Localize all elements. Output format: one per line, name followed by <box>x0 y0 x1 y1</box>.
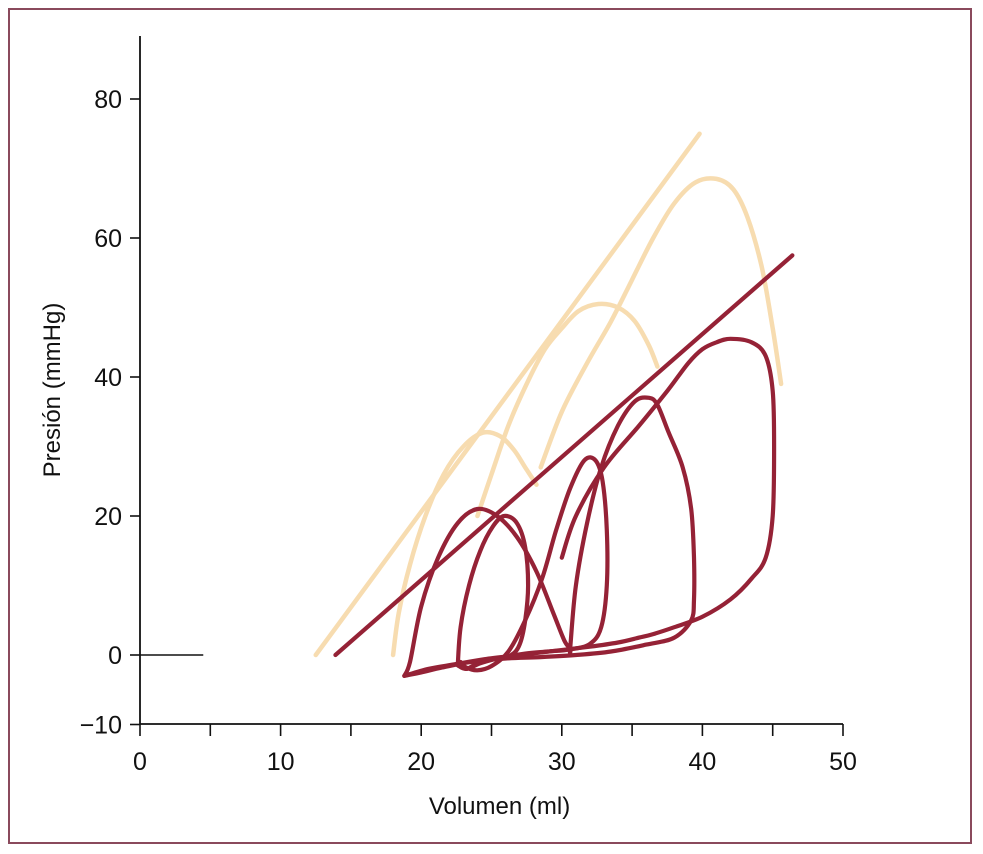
dark-loop-series <box>402 395 697 678</box>
light-curve-series <box>538 176 784 470</box>
x-tick-label: 10 <box>267 748 295 776</box>
x-tick-label: 0 <box>133 748 147 776</box>
series-layer <box>313 131 795 678</box>
y-tick-label: 0 <box>108 642 122 670</box>
y-tick-label: 40 <box>94 364 122 392</box>
ticks: 0 10 20 30 40 50 −10 0 20 40 60 80 <box>80 86 857 776</box>
light-curve-series <box>475 301 660 519</box>
light-line-series <box>313 131 702 658</box>
dark-line-series <box>333 253 795 658</box>
light-curve-series <box>390 429 539 658</box>
y-tick-label: 20 <box>94 503 122 531</box>
axes <box>139 36 843 725</box>
dark-loop-series <box>402 336 777 678</box>
x-tick-label: 20 <box>407 748 435 776</box>
x-axis-title: Volumen (ml) <box>429 793 570 820</box>
x-tick-label: 50 <box>829 748 857 776</box>
figure-frame <box>8 8 972 844</box>
y-tick-label: −10 <box>80 712 122 740</box>
x-tick-label: 40 <box>688 748 716 776</box>
x-tick-label: 30 <box>548 748 576 776</box>
y-tick-label: 60 <box>94 225 122 253</box>
y-axis-title: Presión (mmHg) <box>39 303 66 478</box>
y-tick-label: 80 <box>94 86 122 114</box>
